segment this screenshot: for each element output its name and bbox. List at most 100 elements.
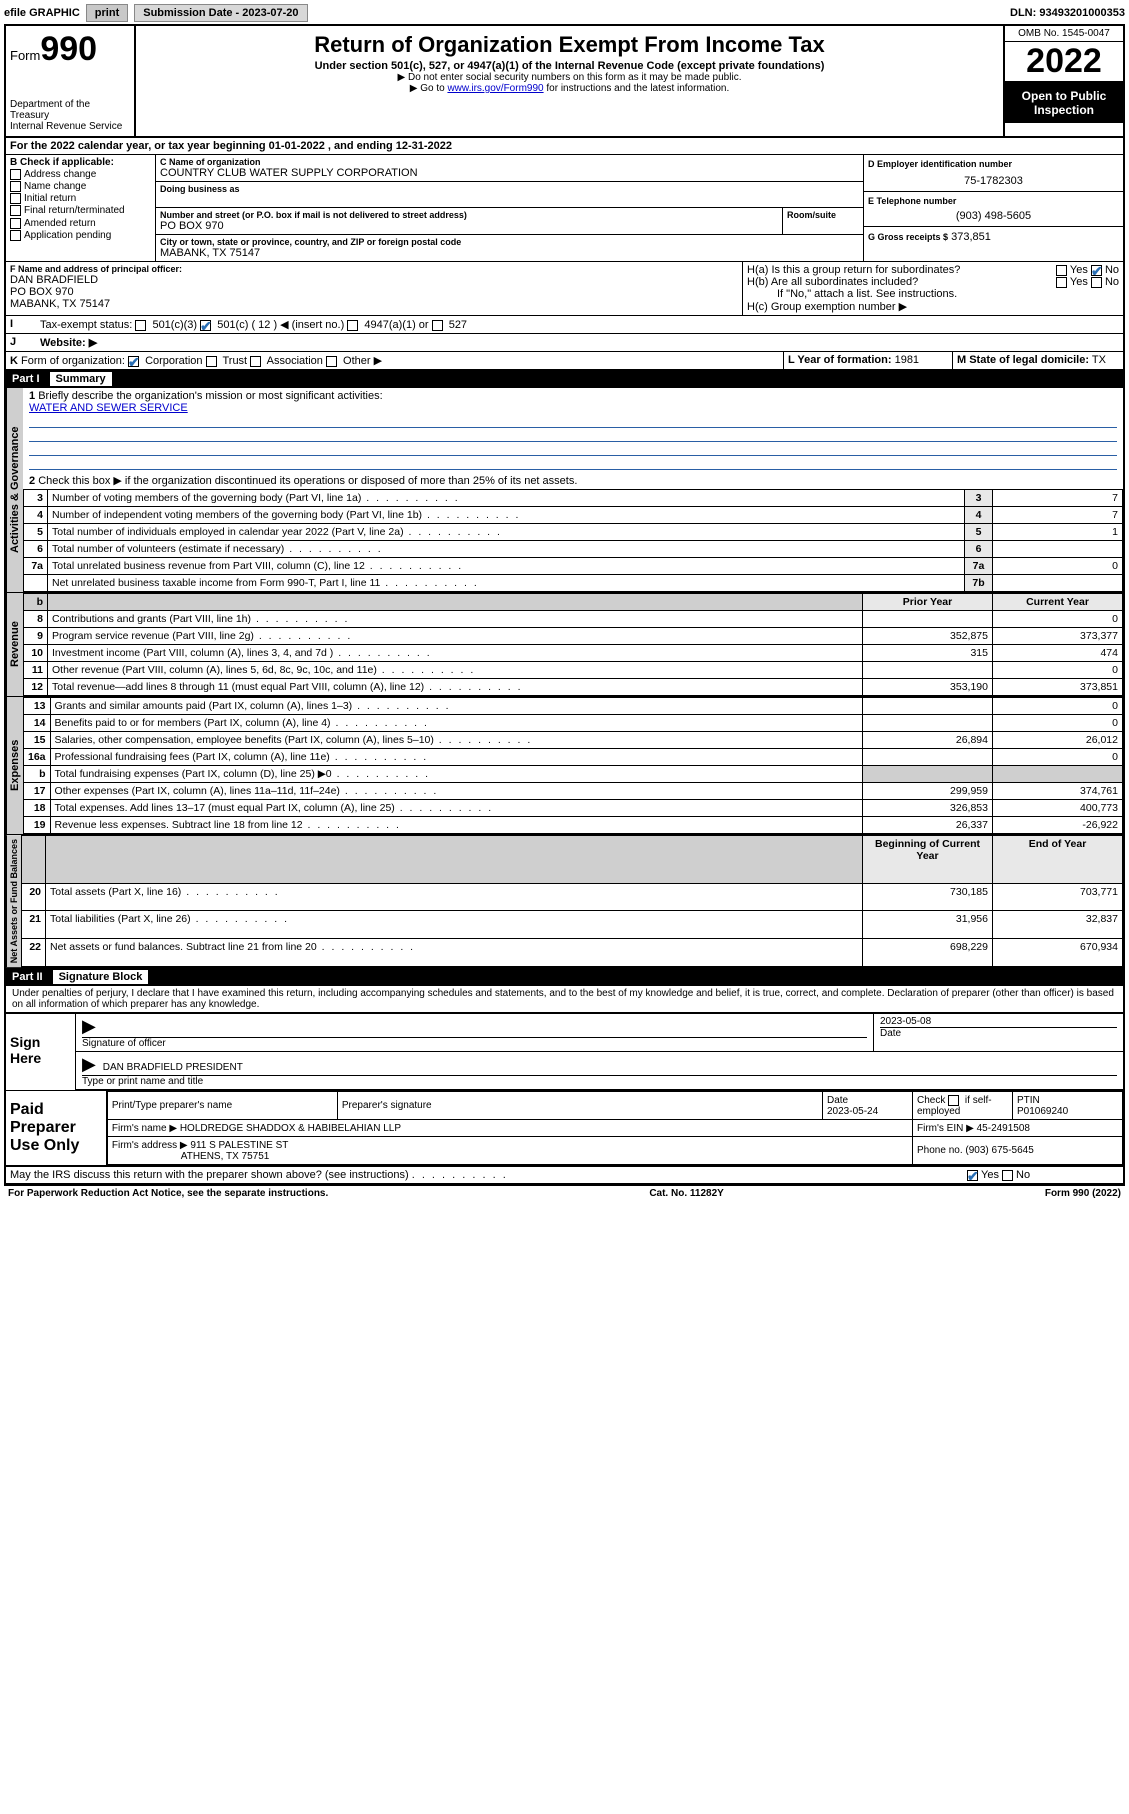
page-footer: For Paperwork Reduction Act Notice, see … [4,1186,1125,1201]
chk-other[interactable] [326,356,337,367]
sig-arrow-icon: ▶ [82,1016,100,1037]
chk-hb-yes[interactable] [1056,277,1067,288]
mission-link[interactable]: WATER AND SEWER SERVICE [29,402,188,414]
firm-name: HOLDREDGE SHADDOX & HABIBELAHIAN LLP [180,1123,401,1134]
chk-amended[interactable] [10,218,21,229]
open-public-badge: Open to Public Inspection [1005,83,1123,123]
chk-trust[interactable] [206,356,217,367]
chk-501c[interactable] [200,320,211,331]
netassets-section: Net Assets or Fund Balances Beginning of… [6,835,1123,968]
chk-name-change[interactable] [10,181,21,192]
ptin: P01069240 [1017,1106,1068,1117]
form-subtitle: Under section 501(c), 527, or 4947(a)(1)… [144,60,995,72]
phone-label: E Telephone number [868,196,1119,206]
line-j: J Website: ▶ [6,334,1123,352]
street-label: Number and street (or P.O. box if mail i… [160,210,778,220]
form-number: Form990 [10,30,130,69]
gross-label: G Gross receipts $ [868,232,948,242]
efile-topbar: efile GRAPHIC print Submission Date - 20… [4,4,1125,22]
sig-date: 2023-05-08 [880,1016,931,1027]
q1: Briefly describe the organization's miss… [38,390,382,402]
vlabel-rev: Revenue [6,593,23,696]
efile-label: efile GRAPHIC [4,7,80,19]
submission-date: Submission Date - 2023-07-20 [134,4,307,22]
activities-governance: Activities & Governance 1 Briefly descri… [6,388,1123,593]
line-a: For the 2022 calendar year, or tax year … [6,138,1123,155]
officer-street: PO BOX 970 [10,286,738,298]
org-name: COUNTRY CLUB WATER SUPPLY CORPORATION [160,167,859,179]
chk-self-employed[interactable] [948,1095,959,1106]
irs-label: Internal Revenue Service [10,121,130,132]
form-container: Form990 Department of the Treasury Inter… [4,24,1125,1186]
officer-name: DAN BRADFIELD [10,274,738,286]
discuss-row: May the IRS discuss this return with the… [6,1167,1123,1184]
firm-addr2: ATHENS, TX 75751 [181,1151,270,1162]
note-link: Go to www.irs.gov/Form990 for instructio… [144,83,995,94]
h-b-note: If "No," attach a list. See instructions… [747,288,1119,300]
chk-hb-no[interactable] [1091,277,1102,288]
omb-number: OMB No. 1545-0047 [1005,26,1123,42]
sign-here-label: Sign Here [6,1014,76,1090]
tax-year: 2022 [1005,42,1123,83]
footer-mid: Cat. No. 11282Y [649,1188,723,1199]
footer-left: For Paperwork Reduction Act Notice, see … [8,1188,328,1199]
irs-link[interactable]: www.irs.gov/Form990 [447,83,543,94]
firm-phone: (903) 675-5645 [965,1145,1033,1156]
section-bcdeg: B Check if applicable: Address change Na… [6,155,1123,262]
form-header: Form990 Department of the Treasury Inter… [6,26,1123,138]
phone: (903) 498-5605 [868,210,1119,222]
sig-arrow2-icon: ▶ [82,1054,100,1075]
preparer-table: Print/Type preparer's name Preparer's si… [107,1091,1123,1165]
ein-label: D Employer identification number [868,159,1119,169]
ein: 75-1782303 [868,175,1119,187]
officer-printed: DAN BRADFIELD PRESIDENT [103,1062,243,1073]
perjury-decl: Under penalties of perjury, I declare th… [6,986,1123,1012]
q2: Check this box ▶ if the organization dis… [38,475,577,487]
chk-527[interactable] [432,320,443,331]
chk-501c3[interactable] [135,320,146,331]
chk-address-change[interactable] [10,169,21,180]
footer-right: Form 990 (2022) [1045,1188,1121,1199]
chk-ha-no[interactable] [1091,265,1102,276]
city: MABANK, TX 75147 [160,247,859,259]
officer-label: F Name and address of principal officer: [10,264,738,274]
line-i: I Tax-exempt status: 501(c)(3) 501(c) ( … [6,316,1123,334]
dept-treasury: Department of the Treasury [10,99,130,121]
dba-label: Doing business as [160,184,859,194]
h-a: H(a) Is this a group return for subordin… [747,264,1119,276]
vlabel-net: Net Assets or Fund Balances [6,835,21,967]
chk-app-pending[interactable] [10,230,21,241]
chk-initial-return[interactable] [10,193,21,204]
chk-discuss-yes[interactable] [967,1170,978,1181]
officer-city: MABANK, TX 75147 [10,298,738,310]
sig-date-label: Date [880,1027,1117,1039]
year-formation: 1981 [895,354,919,366]
firm-addr1: 911 S PALESTINE ST [190,1140,288,1151]
chk-final-return[interactable] [10,205,21,216]
dln: DLN: 93493201000353 [1010,7,1125,19]
vlabel-gov: Activities & Governance [6,388,23,592]
chk-discuss-no[interactable] [1002,1170,1013,1181]
domicile: TX [1092,354,1106,366]
preparer-block: Paid Preparer Use Only Print/Type prepar… [6,1090,1123,1167]
prep-date: 2023-05-24 [827,1106,878,1117]
part-ii-header: Part II Signature Block [6,968,1123,986]
box-b: B Check if applicable: Address change Na… [6,155,156,261]
chk-4947[interactable] [347,320,358,331]
h-b: H(b) Are all subordinates included? Yes … [747,276,1119,288]
preparer-label: Paid Preparer Use Only [6,1091,107,1165]
part-i-header: Part I Summary [6,370,1123,388]
vlabel-exp: Expenses [6,697,23,834]
print-button[interactable]: print [86,4,128,22]
line-klm: K Form of organization: Corporation Trus… [6,352,1123,370]
chk-assoc[interactable] [250,356,261,367]
sig-officer-label: Signature of officer [82,1037,867,1049]
chk-corp[interactable] [128,356,139,367]
revenue-section: Revenue bPrior YearCurrent Year8Contribu… [6,593,1123,697]
gov-table: 3Number of voting members of the governi… [23,489,1123,592]
city-label: City or town, state or province, country… [160,237,859,247]
expenses-section: Expenses 13Grants and similar amounts pa… [6,697,1123,835]
form-title: Return of Organization Exempt From Incom… [144,32,995,58]
note-ssn: Do not enter social security numbers on … [144,72,995,83]
chk-ha-yes[interactable] [1056,265,1067,276]
